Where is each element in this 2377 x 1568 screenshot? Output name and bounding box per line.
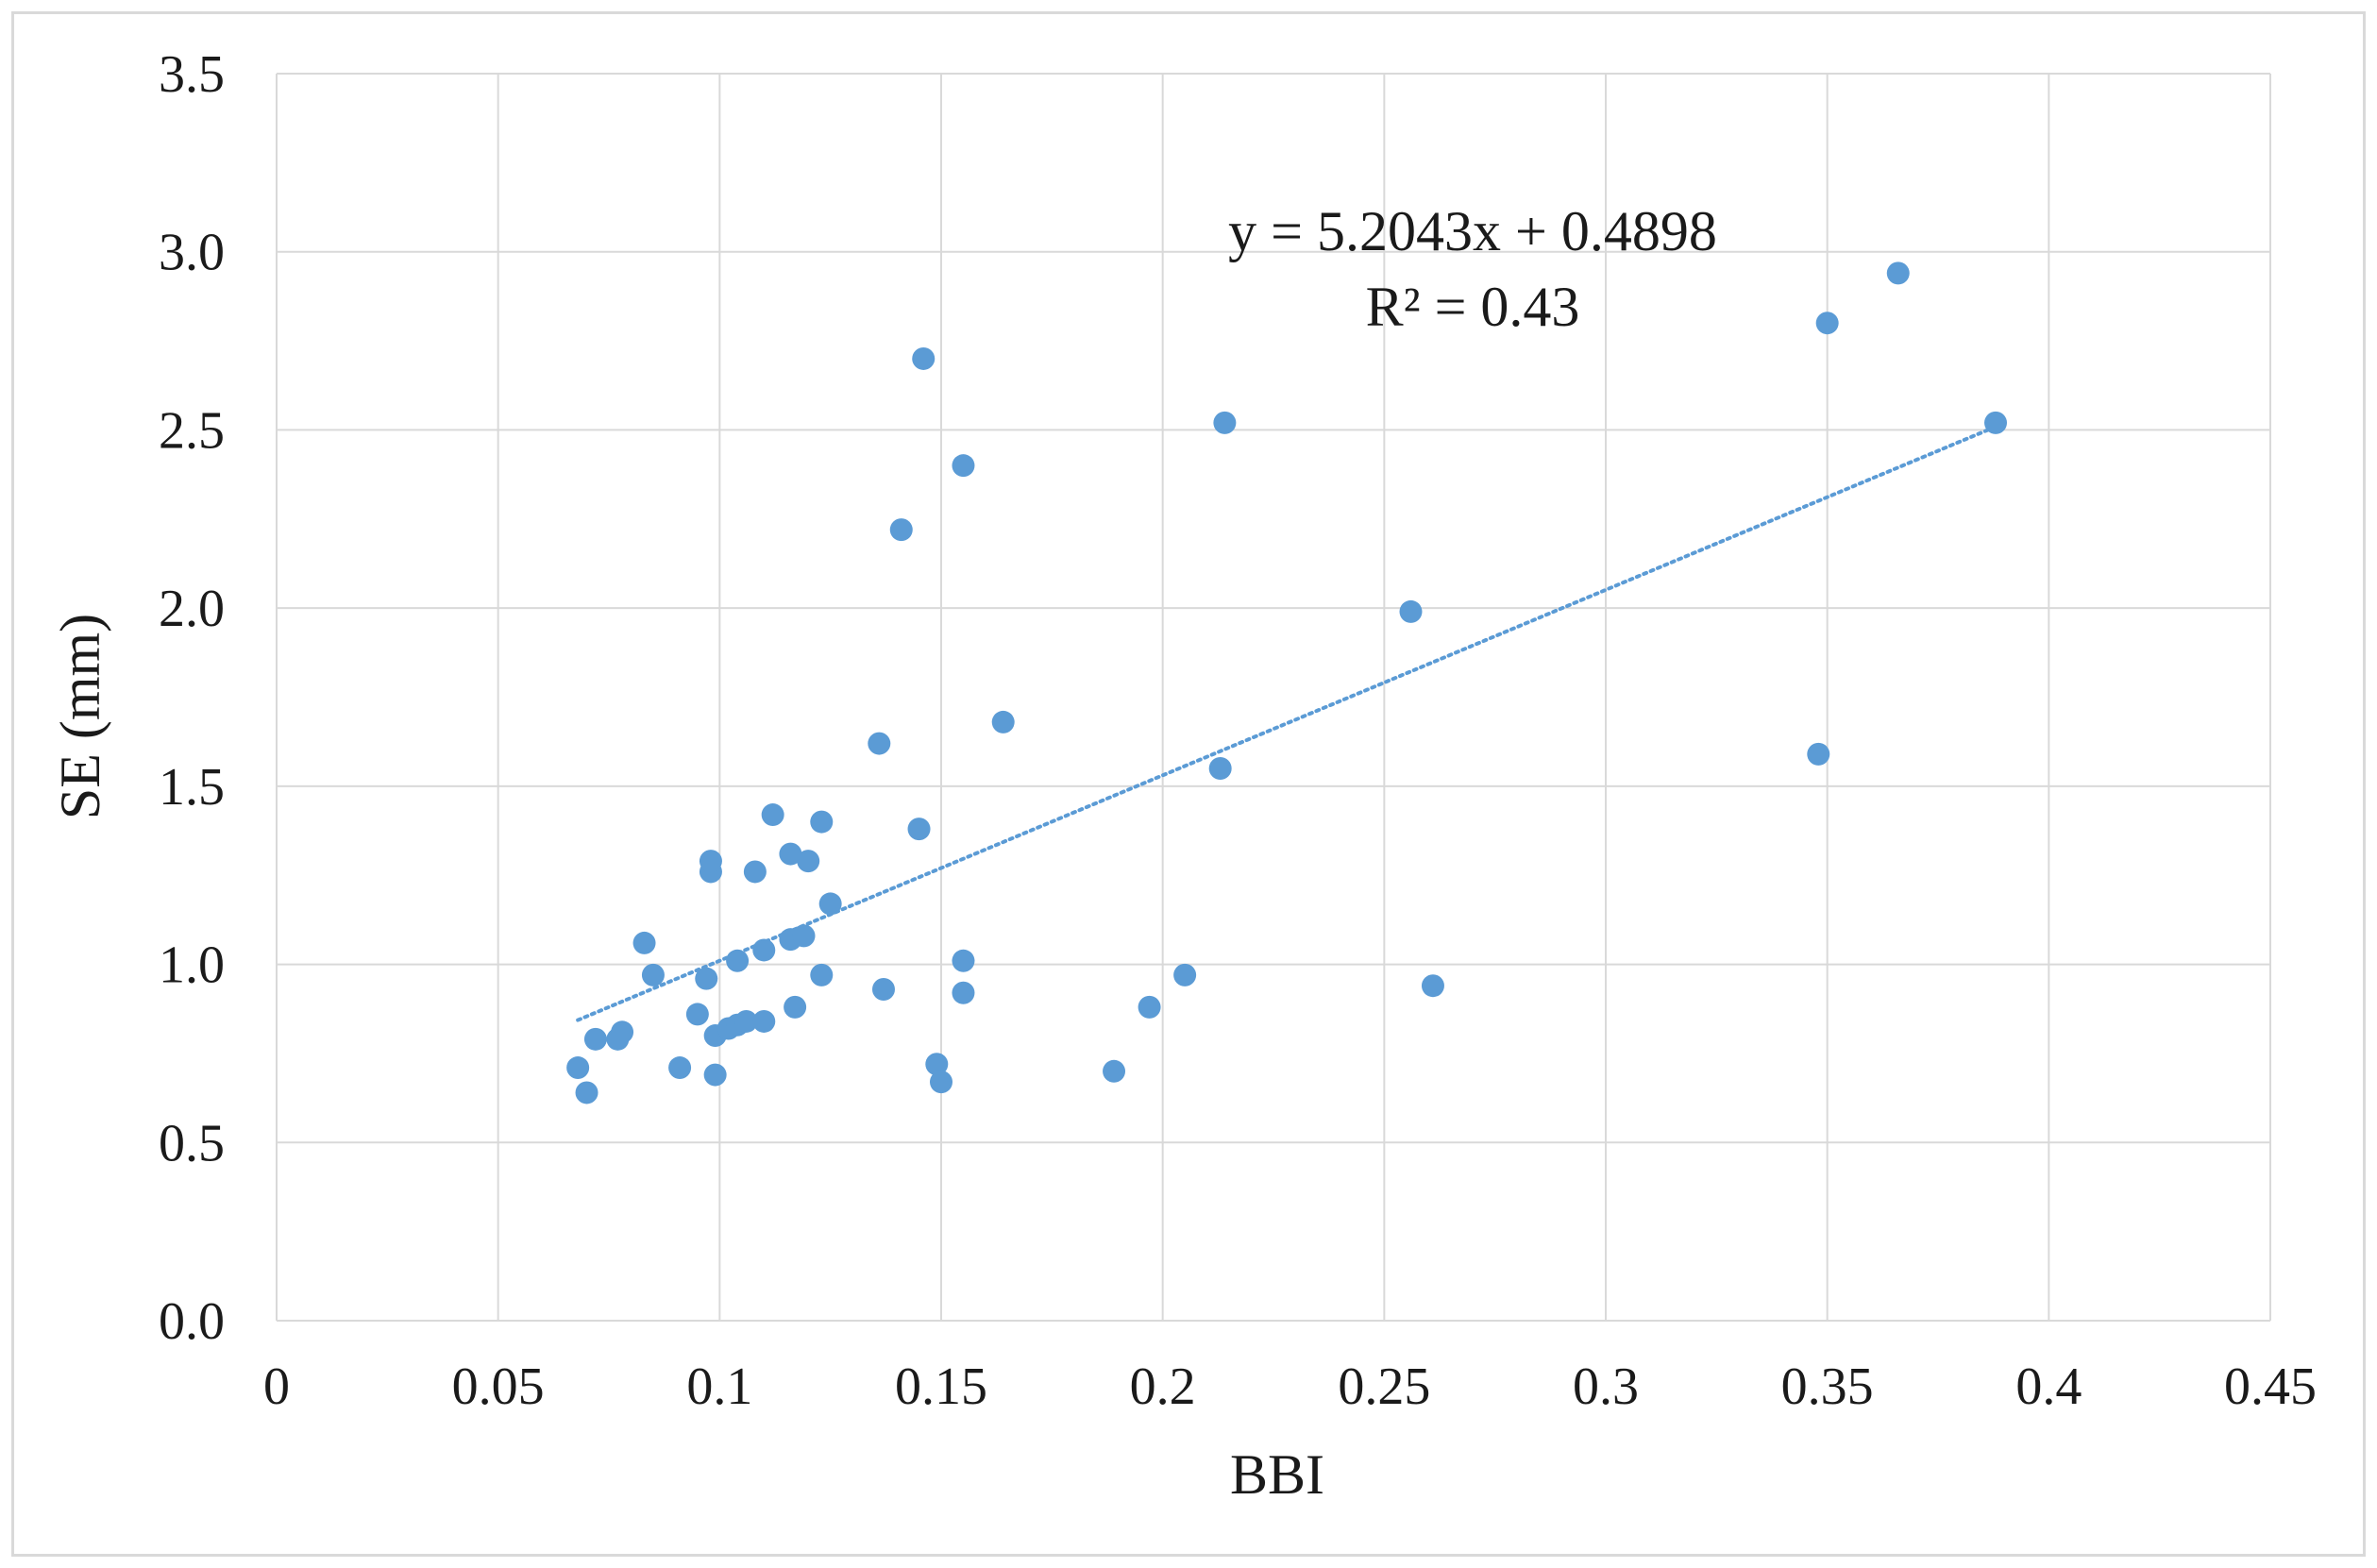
x-tick-label: 0.35 — [1781, 1357, 1874, 1416]
data-point — [792, 924, 816, 948]
scatter-chart: 0 0.05 0.1 0.15 0.2 0.25 0.3 0.35 0.4 0.45 0.0 0.5 1… — [49, 45, 2317, 1506]
data-point — [1103, 1059, 1126, 1083]
trendline-group — [576, 425, 1998, 1022]
data-point — [566, 1056, 590, 1080]
data-point — [611, 1020, 634, 1044]
data-point — [1421, 974, 1444, 998]
x-tick-label: 0.3 — [1573, 1357, 1639, 1416]
x-tick-label: 0.15 — [895, 1357, 987, 1416]
y-tick-label: 3.5 — [159, 45, 225, 104]
data-point — [991, 710, 1015, 733]
data-point — [889, 518, 913, 542]
data-point — [632, 931, 656, 954]
y-axis-label: SE (mm) — [49, 614, 111, 819]
data-point — [752, 938, 776, 962]
data-point — [818, 892, 842, 916]
x-tick-label: 0 — [263, 1357, 290, 1416]
data-point — [784, 995, 807, 1019]
data-point — [912, 346, 936, 370]
y-tick-label: 0.5 — [159, 1114, 225, 1172]
data-point — [734, 1009, 758, 1033]
data-point — [575, 1081, 598, 1104]
data-point — [703, 1063, 727, 1087]
data-point — [1815, 312, 1839, 335]
trendline-equation: y = 5.2043x + 0.4898 — [1228, 200, 1717, 262]
data-point — [743, 860, 767, 884]
data-point — [952, 454, 975, 478]
x-axis-label: BBI — [1230, 1443, 1324, 1506]
data-point — [1399, 599, 1423, 623]
tick-labels: 0 0.05 0.1 0.15 0.2 0.25 0.3 0.35 0.4 0.45 0.0 0.5 1… — [159, 45, 2317, 1416]
data-point — [810, 963, 834, 986]
data-points — [566, 261, 2008, 1104]
x-tick-label: 0.25 — [1338, 1357, 1430, 1416]
data-point — [752, 1009, 776, 1033]
chart-frame: 0 0.05 0.1 0.15 0.2 0.25 0.3 0.35 0.4 0.45 0.0 0.5 1… — [11, 11, 2366, 1557]
data-point — [797, 850, 820, 873]
y-tick-label: 3.0 — [159, 224, 225, 282]
x-tick-label: 0.45 — [2224, 1357, 2317, 1416]
x-tick-label: 0.2 — [1130, 1357, 1196, 1416]
data-point — [779, 842, 802, 866]
data-point — [641, 963, 665, 986]
data-point — [1173, 963, 1197, 986]
data-point — [868, 732, 891, 755]
data-point — [907, 818, 931, 841]
data-point — [810, 810, 834, 834]
data-point — [952, 949, 975, 972]
y-tick-label: 0.0 — [159, 1292, 225, 1351]
data-point — [1213, 411, 1237, 434]
data-point — [668, 1056, 692, 1080]
r-squared-label: R² = 0.43 — [1366, 276, 1580, 338]
data-point — [925, 1053, 949, 1076]
y-tick-label: 2.5 — [159, 401, 225, 460]
y-tick-label: 1.0 — [159, 936, 225, 995]
data-point — [726, 949, 750, 972]
x-tick-label: 0.1 — [686, 1357, 752, 1416]
data-point — [930, 1071, 952, 1094]
data-point — [871, 977, 895, 1001]
y-tick-label: 2.0 — [159, 580, 225, 638]
data-point — [1807, 742, 1830, 766]
trendline — [576, 425, 1998, 1022]
data-point — [1138, 995, 1161, 1019]
data-point — [952, 981, 975, 1004]
y-tick-label: 1.5 — [159, 758, 225, 817]
data-point — [1208, 756, 1232, 780]
grid — [276, 73, 2271, 1322]
data-point — [1886, 261, 1910, 285]
data-point — [695, 967, 718, 990]
data-point — [699, 850, 722, 873]
data-point — [583, 1027, 607, 1051]
data-point — [685, 1003, 709, 1026]
data-point — [1984, 411, 2008, 434]
data-point — [761, 803, 784, 827]
x-tick-label: 0.05 — [452, 1357, 545, 1416]
x-tick-label: 0.4 — [2015, 1357, 2082, 1416]
